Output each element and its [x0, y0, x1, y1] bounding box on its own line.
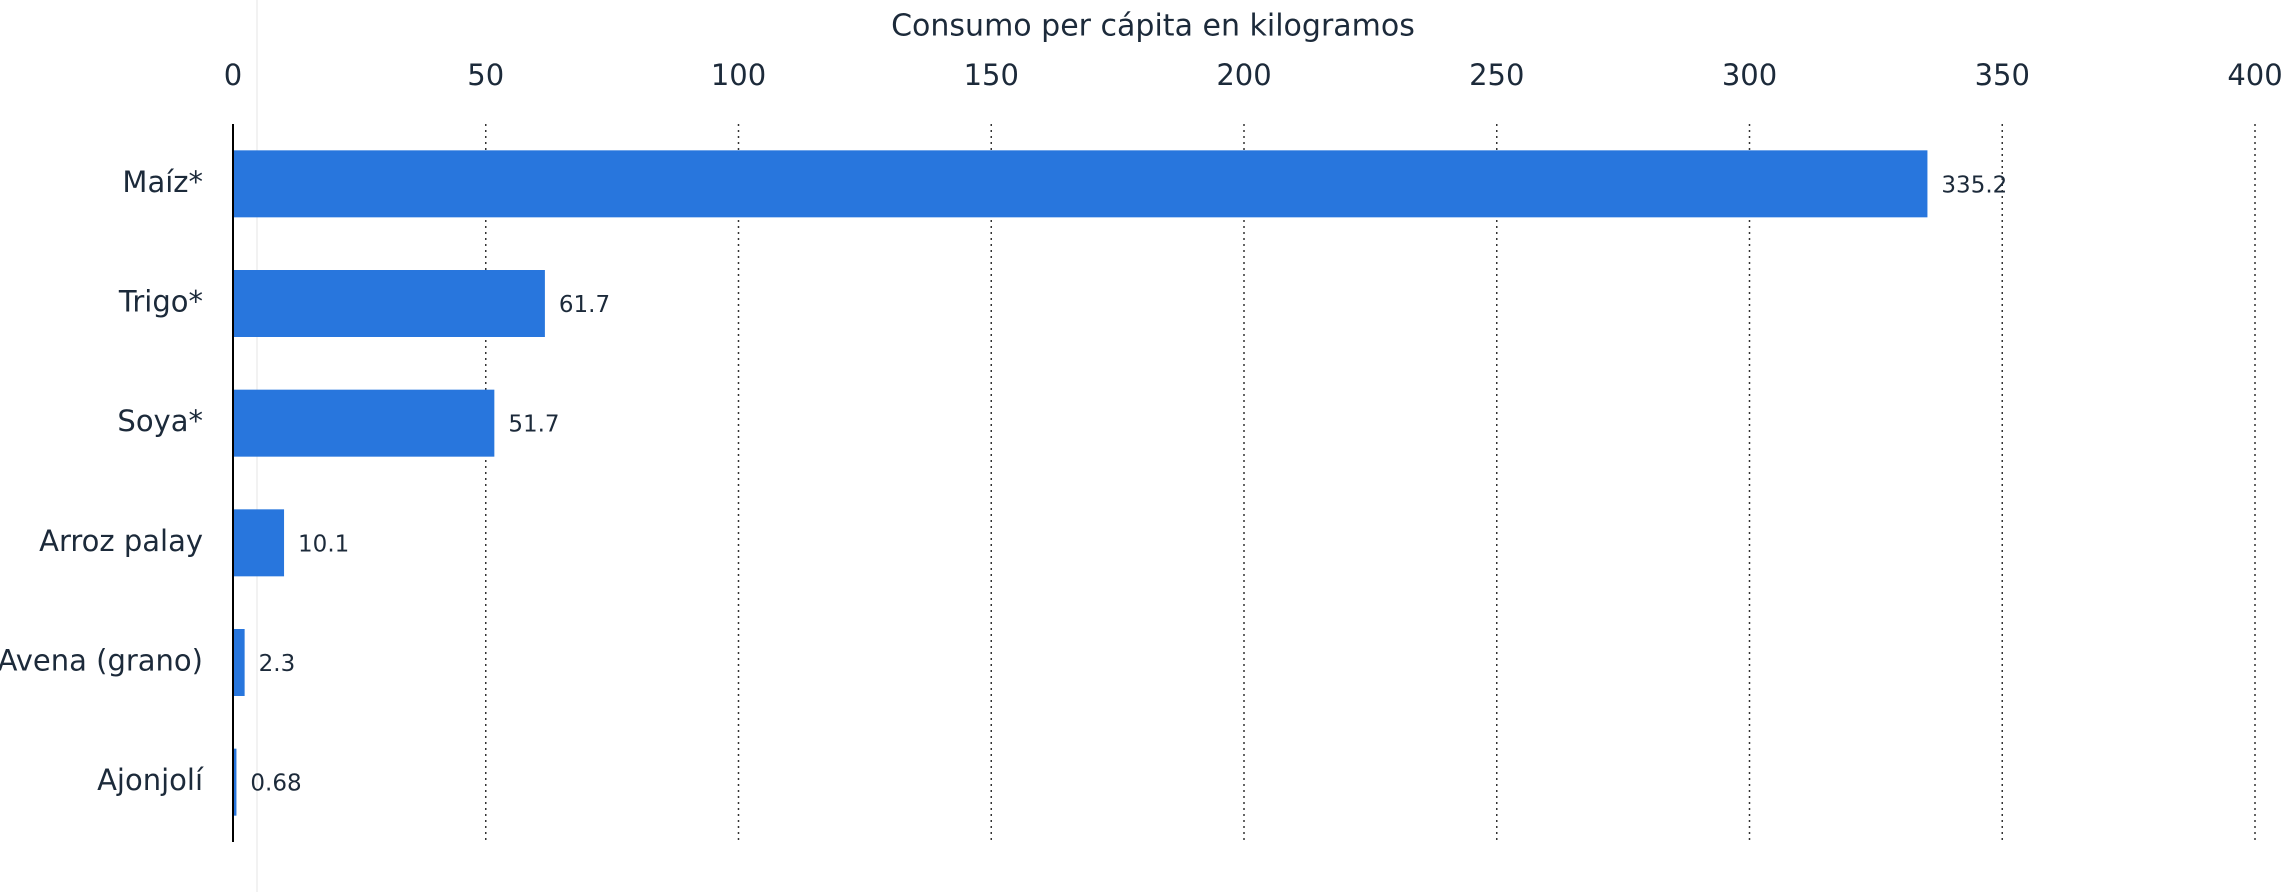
- value-label: 61.7: [559, 292, 610, 318]
- x-tick-label: 350: [1975, 58, 2030, 92]
- x-tick-label: 50: [467, 58, 504, 92]
- bar: [233, 509, 285, 577]
- x-tick-label: 200: [1216, 58, 1271, 92]
- bar: [233, 629, 245, 696]
- x-tick-label: 100: [711, 58, 766, 92]
- bar: [233, 150, 1928, 218]
- value-label: 51.7: [508, 412, 559, 438]
- y-tick-label: Soya*: [117, 404, 203, 438]
- x-tick-label: 400: [2227, 58, 2282, 92]
- value-label: 335.2: [1941, 172, 2007, 198]
- value-label: 10.1: [298, 531, 349, 557]
- y-tick-label: Avena (grano): [0, 644, 203, 678]
- value-label: 0.68: [250, 771, 301, 797]
- x-tick-label: 250: [1469, 58, 1524, 92]
- y-tick-label: Trigo*: [118, 285, 203, 319]
- y-tick-label: Arroz palay: [39, 524, 203, 558]
- x-tick-label: 150: [964, 58, 1019, 92]
- bar: [233, 270, 545, 337]
- x-tick-label: 0: [224, 58, 242, 92]
- y-tick-label: Maíz*: [122, 165, 203, 199]
- y-tick-label: Ajonjolí: [97, 763, 204, 797]
- value-label: 2.3: [259, 651, 296, 677]
- bar: [233, 748, 237, 816]
- bar: [233, 389, 495, 457]
- x-tick-label: 300: [1722, 58, 1777, 92]
- axis-title: Consumo per cápita en kilogramos: [891, 9, 1415, 44]
